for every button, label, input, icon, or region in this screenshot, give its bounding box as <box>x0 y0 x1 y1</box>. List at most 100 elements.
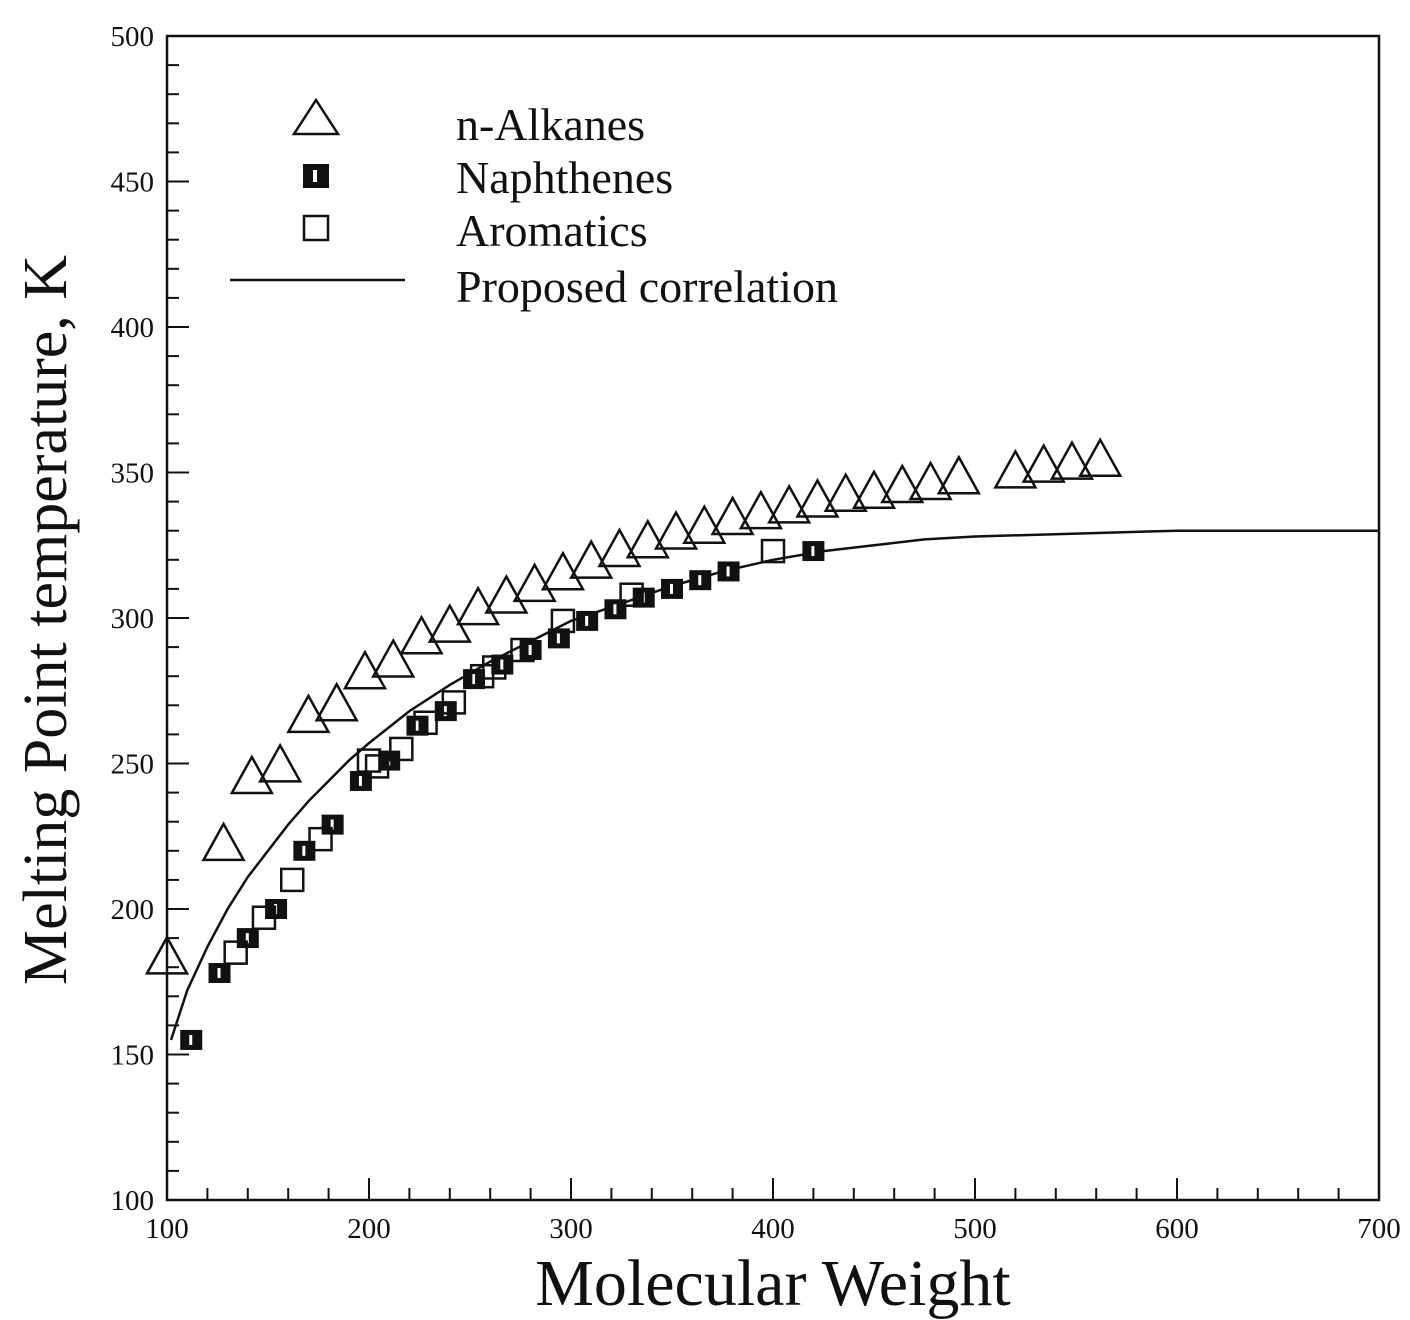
plot-frame <box>165 34 1381 1202</box>
point-aromatics <box>550 608 576 634</box>
point-n-alkanes <box>710 495 755 536</box>
point-naphthenes-notch <box>302 845 306 856</box>
point-n-alkanes <box>1049 440 1095 480</box>
legend-label-naphthenes: Naphthenes <box>456 152 673 203</box>
x-tick-label: 500 <box>953 1213 997 1245</box>
point-aromatics <box>389 736 414 762</box>
y-tick-label: 150 <box>111 1040 155 1072</box>
point-n-alkanes <box>229 754 274 795</box>
point-naphthenes-notch <box>189 1034 193 1045</box>
point-n-alkanes <box>484 573 529 614</box>
x-axis-title: Molecular Weight <box>535 1247 1011 1320</box>
legend-marker-filled-square-notch <box>313 170 317 182</box>
point-n-alkanes <box>767 483 812 524</box>
legend-item-aromatics: Aromatics <box>302 205 648 256</box>
point-aromatics <box>619 582 644 607</box>
y-tick-label: 400 <box>111 312 155 344</box>
point-n-alkanes <box>1078 437 1123 478</box>
x-tick-label: 300 <box>549 1213 593 1245</box>
x-tick-label: 200 <box>347 1213 391 1245</box>
point-aromatics <box>481 655 507 680</box>
point-n-alkanes <box>399 614 444 655</box>
x-tick-label: 400 <box>751 1213 795 1245</box>
x-tick-label: 100 <box>145 1213 189 1245</box>
point-naphthenes-notch <box>358 775 362 786</box>
point-aromatics <box>356 748 382 773</box>
point-aromatics <box>308 826 333 852</box>
y-tick-label: 500 <box>111 21 155 53</box>
data-markers <box>144 437 1123 1050</box>
point-naphthenes-notch <box>613 604 617 615</box>
point-n-alkanes <box>682 504 727 544</box>
point-naphthenes-notch <box>670 583 673 594</box>
x-axis-ticks <box>166 1178 1380 1200</box>
point-naphthenes-notch <box>415 720 419 731</box>
point-n-alkanes <box>738 489 784 530</box>
y-tick-label: 450 <box>111 167 155 199</box>
point-n-alkanes <box>512 562 557 603</box>
point-naphthenes-notch <box>528 645 532 656</box>
point-aromatics <box>510 637 535 663</box>
y-tick-label: 200 <box>111 894 155 926</box>
y-tick-label: 350 <box>111 458 155 490</box>
point-naphthenes-notch <box>217 968 221 979</box>
point-n-alkanes <box>371 637 416 678</box>
point-aromatics <box>251 905 277 930</box>
point-aromatics <box>223 940 248 965</box>
x-axis-tick-labels: 100 200 300 400 500 600 700 <box>145 1213 1401 1245</box>
point-naphthenes-notch <box>245 933 249 944</box>
point-n-alkanes <box>257 742 303 783</box>
x-tick-label: 600 <box>1155 1213 1199 1245</box>
point-n-alkanes <box>908 460 953 501</box>
point-n-alkanes <box>455 585 501 626</box>
point-n-alkanes <box>653 509 699 550</box>
legend: n-Alkanes Naphthenes Aromatics Proposed … <box>230 97 838 312</box>
legend-label-n-alkanes: n-Alkanes <box>456 99 645 150</box>
legend-label-aromatics: Aromatics <box>456 205 648 256</box>
point-aromatics <box>760 538 786 564</box>
point-n-alkanes <box>795 477 840 518</box>
point-n-alkanes <box>201 821 246 862</box>
point-n-alkanes <box>1021 443 1066 483</box>
point-n-alkanes <box>597 527 642 568</box>
legend-label-proposed-correlation: Proposed correlation <box>456 261 838 312</box>
point-n-alkanes <box>342 649 388 690</box>
point-naphthenes-notch <box>811 546 815 557</box>
point-n-alkanes <box>880 463 925 504</box>
point-n-alkanes <box>144 934 190 975</box>
point-naphthenes-notch <box>556 633 560 644</box>
y-tick-label: 300 <box>111 603 155 635</box>
point-n-alkanes <box>314 681 359 722</box>
point-n-alkanes <box>540 550 586 591</box>
point-naphthenes-notch <box>726 566 730 577</box>
point-naphthenes-notch <box>585 615 589 626</box>
point-aromatics <box>364 754 390 779</box>
point-naphthenes-notch <box>330 819 334 830</box>
legend-item-naphthenes: Naphthenes <box>303 152 673 203</box>
legend-item-n-alkanes: n-Alkanes <box>291 97 645 150</box>
point-naphthenes-notch <box>443 706 447 717</box>
y-axis-tick-labels: 100 150 200 250 300 350 400 450 500 <box>111 21 155 1217</box>
point-aromatics <box>413 710 438 736</box>
point-n-alkanes <box>993 448 1038 489</box>
point-n-alkanes <box>851 469 897 510</box>
legend-marker-open-square <box>302 214 330 242</box>
point-naphthenes-notch <box>698 575 702 586</box>
x-tick-label: 700 <box>1357 1213 1401 1245</box>
y-axis-title: Melting Point temperature, K <box>12 255 80 985</box>
point-naphthenes-notch <box>472 674 476 685</box>
point-n-alkanes <box>286 693 331 734</box>
point-n-alkanes <box>823 472 868 512</box>
point-n-alkanes <box>625 518 670 559</box>
point-n-alkanes <box>569 539 614 579</box>
legend-marker-triangle <box>291 97 341 136</box>
point-aromatics <box>279 867 305 893</box>
y-tick-label: 250 <box>111 749 155 781</box>
y-axis-ticks <box>167 35 189 1201</box>
y-tick-label: 100 <box>111 1185 155 1217</box>
point-aromatics <box>441 690 467 715</box>
point-naphthenes-notch <box>500 659 504 670</box>
point-n-alkanes <box>936 454 981 495</box>
legend-item-proposed-correlation: Proposed correlation <box>230 261 838 312</box>
